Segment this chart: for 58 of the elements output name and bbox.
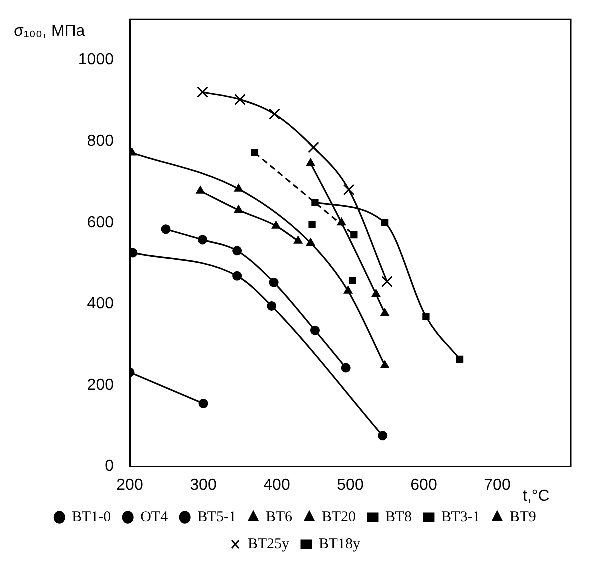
point	[308, 142, 320, 154]
point	[198, 235, 208, 245]
point	[456, 356, 464, 364]
point	[234, 184, 243, 192]
legend-label: ВТ20	[322, 509, 356, 526]
point	[344, 286, 353, 294]
x-tick-label: 700	[484, 476, 511, 494]
point	[349, 277, 356, 284]
point	[267, 301, 277, 311]
point	[310, 326, 320, 336]
y-tick-label: 600	[87, 214, 114, 232]
point	[306, 238, 316, 246]
y-tick-label: 1000	[78, 52, 114, 69]
point	[269, 278, 279, 288]
point	[312, 198, 319, 206]
point	[294, 236, 303, 244]
legend-label: ВТ6	[266, 509, 294, 526]
point	[343, 184, 355, 196]
point	[341, 363, 351, 373]
legend-label: ВТ8	[385, 509, 412, 526]
point	[272, 221, 280, 229]
point	[378, 431, 388, 441]
point	[372, 290, 380, 298]
point	[381, 219, 389, 226]
legend-label: ВТ18у	[319, 536, 361, 552]
y-tick-label: 400	[87, 296, 114, 313]
point	[380, 360, 390, 368]
legend-label: ВТ1-0	[72, 509, 112, 526]
y-axis-title: σ₁₀₀, МПа	[14, 23, 86, 40]
point	[269, 108, 280, 120]
y-tick-label: 0	[105, 458, 114, 476]
x-tick-label: 300	[190, 476, 217, 494]
point	[308, 221, 316, 228]
point	[251, 149, 259, 157]
legend-label: ВТ5-1	[198, 509, 237, 526]
legend-label: ВТ3-1	[441, 509, 480, 526]
point	[380, 308, 390, 316]
legend-label: ВТ9	[510, 509, 536, 526]
point	[232, 246, 242, 256]
point	[196, 186, 205, 194]
x-tick-label: 600	[410, 476, 438, 494]
point	[422, 313, 430, 320]
point	[382, 276, 393, 288]
point	[197, 86, 208, 98]
x-tick-label: 400	[264, 476, 290, 494]
point	[232, 271, 242, 281]
legend-label: ОТ4	[140, 509, 169, 526]
point	[234, 94, 246, 106]
point	[350, 231, 358, 239]
point	[161, 224, 171, 234]
x-tick-label: 200	[116, 476, 144, 494]
point	[234, 206, 243, 214]
x-axis-title: t,°C	[523, 488, 550, 506]
point	[306, 158, 316, 166]
y-tick-label: 200	[87, 376, 114, 394]
y-tick-label: 800	[87, 132, 114, 150]
x-tick-label: 500	[337, 476, 364, 494]
legend-label: ВТ25у	[248, 536, 290, 552]
